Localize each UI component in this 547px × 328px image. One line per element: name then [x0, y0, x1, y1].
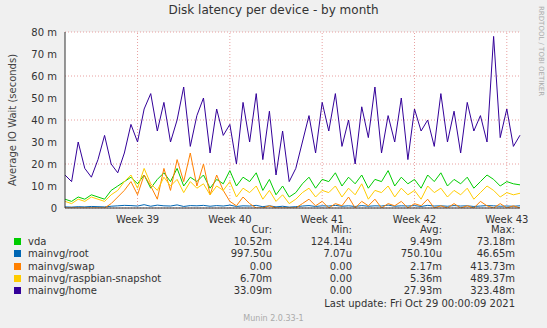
html-text:413.73m: 413.73m [470, 260, 515, 272]
html-text:2.17m: 2.17m [410, 260, 442, 272]
html-text:0.00: 0.00 [329, 285, 352, 297]
svg-text:20 m: 20 m [31, 159, 57, 170]
html-text:Avg:: Avg: [420, 224, 442, 235]
svg-text:0: 0 [51, 203, 57, 214]
html-text:27.93m: 27.93m [403, 285, 442, 297]
svg-text:40 m: 40 m [31, 115, 57, 126]
html-text:mainvg/home: mainvg/home [28, 285, 97, 297]
html-text:mainvg/swap: mainvg/swap [28, 260, 95, 272]
html-text:Cur:: Cur: [251, 224, 272, 235]
html-text:Min:: Min: [330, 224, 352, 235]
html-text:Average IO Wait (seconds): Average IO Wait (seconds) [6, 53, 18, 187]
svg-text:Week 42: Week 42 [393, 214, 436, 225]
html-text:Disk latency per device - by m: Disk latency per device - by month [168, 3, 379, 17]
html-text:mainvg/raspbian-snapshot: mainvg/raspbian-snapshot [28, 272, 162, 284]
html-text:33.09m: 33.09m [233, 285, 272, 297]
svg-text:50 m: 50 m [31, 93, 57, 104]
html-text:mainvg/root: mainvg/root [28, 248, 89, 260]
svg-text:Week 41: Week 41 [301, 214, 344, 225]
svg-text:Week 43: Week 43 [485, 214, 528, 225]
svg-text:10 m: 10 m [31, 181, 57, 192]
html-text:10.52m: 10.52m [233, 236, 272, 247]
html-text:5.36m: 5.36m [410, 272, 442, 284]
svg-text:80 m: 80 m [31, 27, 57, 38]
svg-text:70 m: 70 m [31, 49, 57, 60]
html-text:46.65m: 46.65m [476, 248, 515, 260]
svg-text:60 m: 60 m [31, 71, 57, 82]
html-text:124.14u: 124.14u [310, 236, 352, 247]
html-text:7.07u: 7.07u [323, 248, 352, 260]
html-text:750.10u: 750.10u [400, 248, 442, 260]
html-text:0.00: 0.00 [329, 260, 352, 272]
html-text:323.48m: 323.48m [470, 285, 515, 297]
svg-text:Week 39: Week 39 [116, 214, 159, 225]
html-text:489.37m: 489.37m [470, 272, 515, 284]
html-text:997.50u: 997.50u [230, 248, 272, 260]
html-text:0.00: 0.00 [329, 272, 352, 284]
html-text:0.00: 0.00 [249, 260, 272, 272]
svg-text:30 m: 30 m [31, 137, 57, 148]
html-text:RRDTOOL / TOBI OETIKER: RRDTOOL / TOBI OETIKER [537, 6, 545, 97]
html-text:vda: vda [28, 236, 47, 247]
svg-text:Week 40: Week 40 [208, 214, 251, 225]
html-text:Munin 2.0.33-1: Munin 2.0.33-1 [243, 314, 304, 323]
html-text:Last update: Fri Oct 29 00:00:: Last update: Fri Oct 29 00:00:09 2021 [324, 298, 515, 309]
html-text:Max:: Max: [491, 224, 515, 235]
html-text:73.18m: 73.18m [476, 236, 515, 247]
html-text:6.70m: 6.70m [240, 272, 272, 284]
html-text:9.49m: 9.49m [410, 236, 442, 247]
